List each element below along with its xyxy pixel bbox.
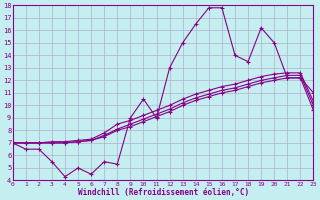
X-axis label: Windchill (Refroidissement éolien,°C): Windchill (Refroidissement éolien,°C) (77, 188, 249, 197)
